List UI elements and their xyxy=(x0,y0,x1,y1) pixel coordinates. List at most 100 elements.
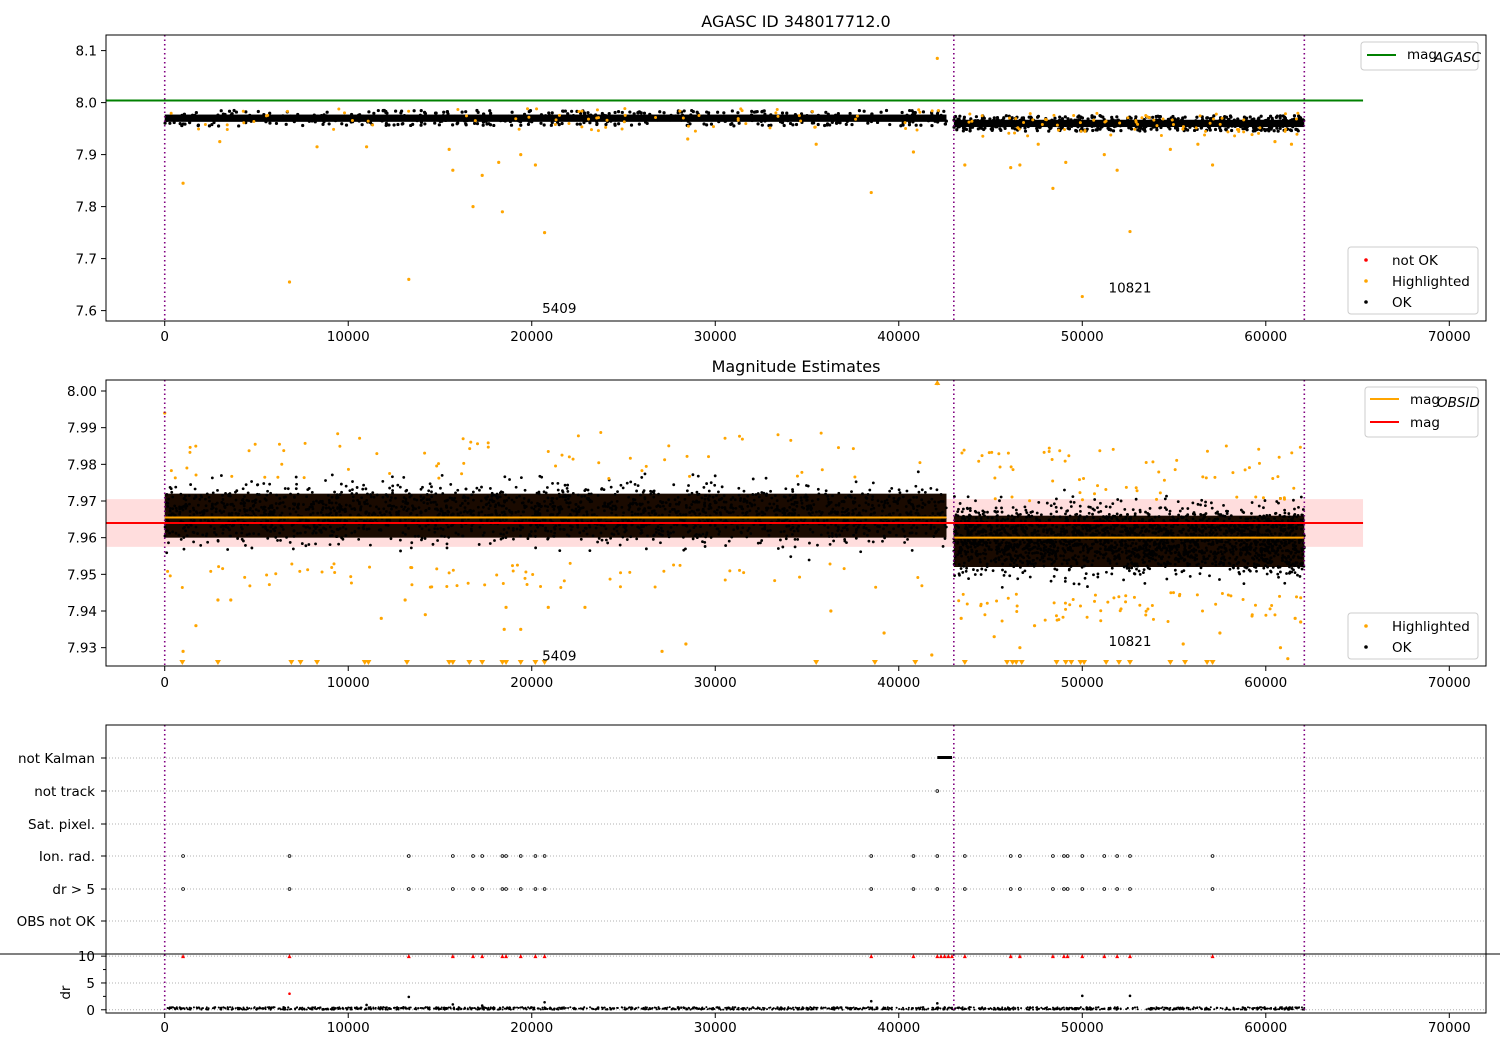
p2-ok-point xyxy=(291,502,295,506)
p2-ok-point xyxy=(826,531,830,535)
p2-ok-point xyxy=(292,534,296,538)
p2-ok-point xyxy=(748,509,752,513)
p2-ok-point xyxy=(639,512,643,516)
p1-xtick-label: 10000 xyxy=(327,329,370,345)
p2-ok-point xyxy=(289,492,292,496)
p2-ok-point xyxy=(460,525,464,528)
p1-ok-point xyxy=(193,113,197,117)
p2-ok-point xyxy=(599,523,603,527)
p2-ok-point xyxy=(321,508,324,512)
p2-ok-point xyxy=(510,510,514,514)
p1-ok-point xyxy=(900,110,904,115)
p1-ok-point xyxy=(620,110,624,115)
p2-ok-point xyxy=(640,476,644,479)
p2-ok-point xyxy=(638,526,641,530)
p2-ok-point xyxy=(199,518,203,522)
p2-ok-point xyxy=(1043,524,1046,528)
p1-ok-point xyxy=(503,119,507,123)
p2-ok-point xyxy=(261,525,265,529)
p2-ok-point xyxy=(1209,501,1213,505)
p2-ok-point xyxy=(898,513,902,516)
p1-ok-point xyxy=(914,123,918,127)
p2-ok-point xyxy=(269,525,273,529)
p2-ok-point xyxy=(1142,525,1146,529)
p2-ok-point xyxy=(395,513,399,516)
p2-ok-point xyxy=(1239,516,1243,520)
p2-ok-point xyxy=(171,530,175,534)
p2-ok-point xyxy=(351,499,355,503)
p2-ok-point xyxy=(421,497,425,500)
p2-ok-point xyxy=(1074,558,1078,562)
p1-highlighted-point xyxy=(654,115,658,119)
p1-ok-point xyxy=(464,123,468,127)
p2-ok-point xyxy=(627,519,630,523)
p2-ok-point xyxy=(757,495,761,499)
p1-highlighted-point xyxy=(1051,186,1055,190)
p1-ok-point xyxy=(472,121,477,125)
p2-ok-point xyxy=(715,494,718,497)
p2-ok-point xyxy=(956,541,959,545)
p2-ok-point xyxy=(168,509,172,513)
p1-ok-point xyxy=(935,111,940,116)
p1-ok-point xyxy=(743,117,747,121)
p2-ok-point xyxy=(1031,510,1034,514)
p2-ok-point xyxy=(1075,512,1079,516)
p2-ok-point xyxy=(835,512,839,516)
p2-ok-point xyxy=(503,475,507,479)
p2-ok-point xyxy=(672,483,676,487)
p2-ok-point xyxy=(1115,517,1119,521)
p2-ok-point xyxy=(602,504,606,508)
p1-ok-point xyxy=(1233,124,1237,129)
p2-ok-point xyxy=(340,490,343,494)
p2-ok-point xyxy=(1222,563,1226,567)
p2-ok-point xyxy=(717,532,721,536)
p2-ok-point xyxy=(1283,508,1287,512)
p1-ok-point xyxy=(791,123,795,127)
p2-ok-point xyxy=(339,514,343,517)
p2-ok-point xyxy=(882,527,885,531)
p2-ok-point xyxy=(706,497,710,501)
p2-ok-point xyxy=(1178,509,1182,513)
p2-ok-point xyxy=(1050,558,1054,562)
p2-ok-point xyxy=(264,509,267,512)
p2-ok-point xyxy=(466,501,470,505)
p1-ok-point xyxy=(933,119,937,123)
p2-ok-point xyxy=(784,537,788,541)
p2-ok-point xyxy=(723,507,727,511)
p2-ok-point xyxy=(1222,503,1225,507)
p1-ok-point xyxy=(237,124,241,128)
p2-ok-point xyxy=(742,497,746,501)
p1-xtick-label: 60000 xyxy=(1244,329,1287,345)
p2-ok-point xyxy=(745,500,749,504)
p2-ok-point xyxy=(470,493,474,497)
p2-ok-point xyxy=(512,500,516,504)
p1-ok-point xyxy=(616,110,621,114)
p2-ok-point xyxy=(587,523,591,527)
p2-ok-point xyxy=(685,489,689,493)
p2-ok-point xyxy=(356,498,360,502)
p2-ok-point xyxy=(1000,585,1004,589)
p2-ok-point xyxy=(174,506,178,510)
p1-ok-point xyxy=(499,119,503,123)
p2-ok-point xyxy=(1266,561,1270,565)
p2-ok-point xyxy=(592,513,596,516)
p2-ok-point xyxy=(224,492,227,495)
p2-ok-point xyxy=(305,495,308,498)
p2-ok-point xyxy=(471,490,475,494)
p1-highlighted-point xyxy=(595,108,599,112)
p2-ok-point xyxy=(456,488,460,492)
p1-ok-point xyxy=(1192,128,1197,133)
p2-ok-point xyxy=(494,494,498,498)
p1-ok-point xyxy=(750,109,754,113)
p2-ok-point xyxy=(697,533,701,537)
p2-ok-point xyxy=(1260,553,1264,557)
p2-ok-point xyxy=(1027,542,1031,546)
p2-ok-point xyxy=(627,495,631,499)
p2-ok-point xyxy=(1296,573,1299,577)
p2-ok-point xyxy=(431,542,435,546)
p2-ok-point xyxy=(498,518,502,521)
p2-ok-point xyxy=(1062,554,1065,558)
p2-ok-point xyxy=(194,510,198,514)
p2-ok-point xyxy=(890,486,894,490)
